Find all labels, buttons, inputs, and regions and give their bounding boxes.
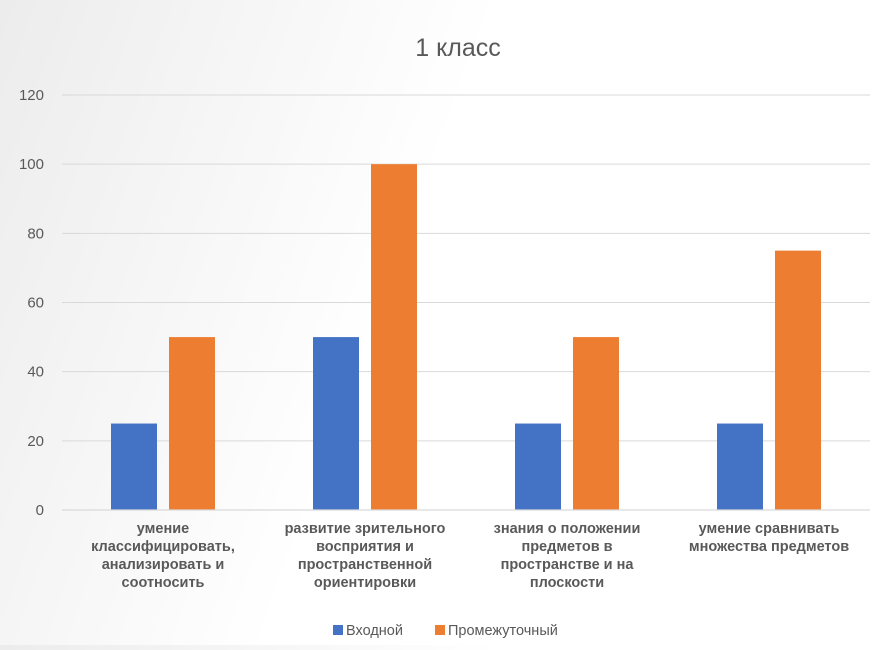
x-category-line: множества предметов bbox=[689, 539, 849, 555]
y-tick-label: 20 bbox=[27, 433, 44, 450]
x-category-line: соотносить bbox=[122, 575, 205, 591]
x-category-label: умение сравнивать множества предметов bbox=[689, 521, 849, 555]
x-category-line: предметов в bbox=[521, 539, 612, 555]
legend-label: Входной bbox=[346, 623, 403, 639]
x-category-line: пространственной bbox=[298, 557, 432, 573]
x-category-line: классифицировать, bbox=[91, 539, 235, 555]
bar-series1-1 bbox=[111, 423, 157, 510]
bar-series2-3 bbox=[573, 337, 619, 510]
bar-series2-2 bbox=[371, 164, 417, 510]
y-tick-label: 60 bbox=[27, 295, 44, 312]
x-category-line: восприятия и bbox=[316, 539, 414, 555]
x-category-line: знания о положении bbox=[494, 521, 641, 537]
y-axis-ticks: 0 20 40 60 80 100 120 bbox=[19, 87, 44, 519]
y-tick-label: 80 bbox=[27, 225, 44, 242]
chart-title: 1 класс bbox=[415, 34, 501, 62]
x-category-line: плоскости bbox=[530, 575, 604, 591]
x-category-line: пространстве и на bbox=[501, 557, 635, 573]
y-tick-label: 100 bbox=[19, 156, 44, 173]
x-category-line: умение сравнивать bbox=[699, 521, 840, 537]
legend: Входной Промежуточный bbox=[333, 623, 558, 639]
bar-series2-4 bbox=[775, 250, 821, 510]
x-axis-categories: умение классифицировать, анализировать и со… bbox=[91, 521, 849, 591]
legend-swatch bbox=[435, 625, 445, 635]
legend-swatch bbox=[333, 625, 343, 635]
x-category-line: умение bbox=[137, 521, 189, 537]
legend-label: Промежуточный bbox=[448, 623, 558, 639]
x-category-label: умение классифицировать, анализировать и со… bbox=[91, 521, 235, 591]
x-category-line: ориентировки bbox=[314, 575, 416, 591]
bar-series1-4 bbox=[717, 423, 763, 510]
x-category-label: знания о положении предметов в пространств… bbox=[494, 521, 641, 591]
bar-series1-2 bbox=[313, 337, 359, 510]
y-tick-label: 120 bbox=[19, 87, 44, 104]
x-category-line: развитие зрительного bbox=[285, 521, 446, 537]
x-category-line: анализировать и bbox=[102, 557, 225, 573]
bars bbox=[111, 164, 821, 510]
bar-series1-3 bbox=[515, 423, 561, 510]
y-tick-label: 0 bbox=[36, 502, 44, 519]
bar-series2-1 bbox=[169, 337, 215, 510]
y-tick-label: 40 bbox=[27, 364, 44, 381]
x-category-label: развитие зрительного восприятия и простран… bbox=[285, 521, 446, 591]
